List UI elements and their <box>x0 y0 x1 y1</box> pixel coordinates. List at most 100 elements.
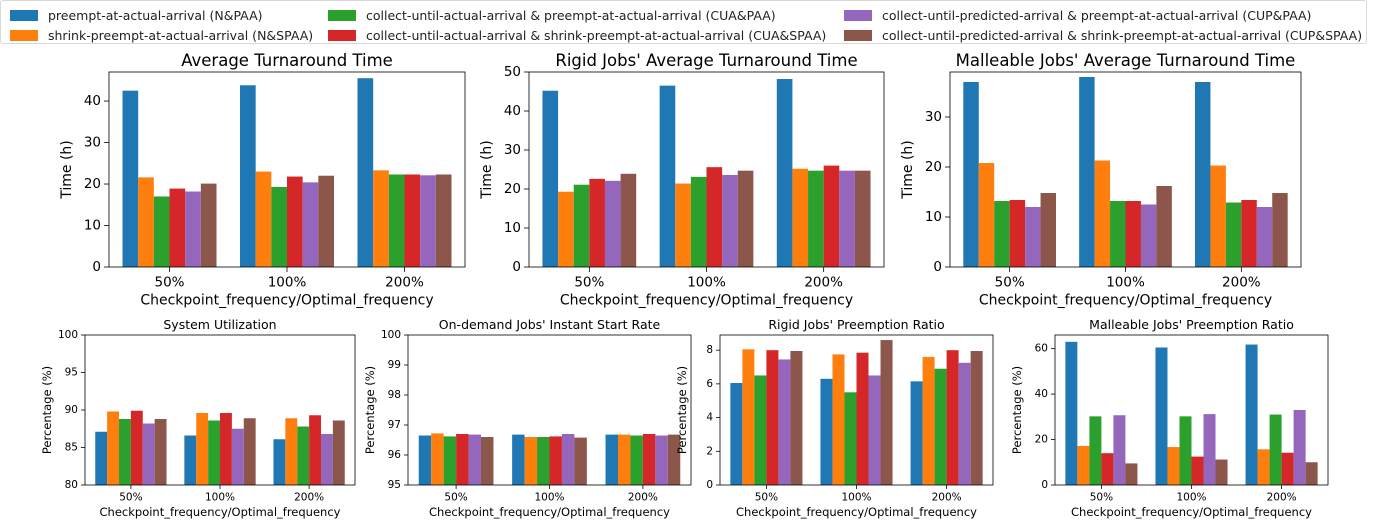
legend-swatch-0 <box>10 9 38 21</box>
bar-5-4-0 <box>778 359 791 485</box>
xtick-label-3-1: 100% <box>205 492 235 504</box>
xtick-label-1-0: 50% <box>574 275 604 291</box>
bar-2-4-0 <box>1025 207 1041 267</box>
xtick-label-6-0: 50% <box>1090 492 1113 504</box>
bar-1-3-2 <box>823 165 840 267</box>
bar-2-0-2 <box>1195 82 1211 267</box>
ytick-label-5-2: 4 <box>706 412 713 424</box>
x-axis-label-6: Checkpoint_frequency/Optimal_frequency <box>1071 505 1312 519</box>
bar-4-3-2 <box>642 434 656 485</box>
bar-1-4-2 <box>839 170 855 267</box>
legend-item-4: collect-until-predicted-arrival & preemp… <box>844 7 1311 23</box>
ytick-label-4-0: 95 <box>388 479 401 491</box>
bar-0-3-1 <box>287 176 303 267</box>
xtick-label-4-2: 200% <box>628 492 658 504</box>
xtick-label-0-0: 50% <box>155 275 185 291</box>
bar-3-5-2 <box>332 420 345 485</box>
chart-title-2: Malleable Jobs' Average Turnaround Time <box>956 51 1296 70</box>
bar-3-2-0 <box>119 419 131 485</box>
xtick-label-5-1: 100% <box>841 492 871 504</box>
ytick-label-0-3: 30 <box>84 135 101 151</box>
bar-3-4-1 <box>231 428 244 485</box>
ytick-label-5-0: 0 <box>706 479 713 491</box>
bar-3-2-2 <box>297 426 310 485</box>
bar-4-0-0 <box>418 435 432 485</box>
legend-swatch-2 <box>328 9 356 21</box>
bar-0-0-2 <box>357 78 374 267</box>
xtick-label-0-2: 200% <box>385 275 424 291</box>
bar-1-5-0 <box>620 173 637 267</box>
ytick-label-1-0: 0 <box>512 259 521 275</box>
bar-0-4-1 <box>302 182 319 267</box>
x-axis-label-1: Checkpoint_frequency/Optimal_frequency <box>560 293 853 309</box>
bar-3-2-1 <box>208 420 220 485</box>
bar-6-2-2 <box>1269 414 1282 485</box>
bar-5-2-0 <box>754 375 767 485</box>
ytick-label-1-2: 20 <box>504 181 521 197</box>
bar-1-5-1 <box>737 170 754 267</box>
ytick-label-5-3: 6 <box>706 378 713 390</box>
xtick-label-3-0: 50% <box>119 492 142 504</box>
legend-item-0: preempt-at-actual-arrival (N&PAA) <box>10 7 263 23</box>
ytick-label-1-1: 10 <box>504 220 521 236</box>
bar-0-1-2 <box>373 170 389 267</box>
bar-1-1-1 <box>675 183 691 267</box>
chart-2: 0 10 20 30 50% 100% 200% Malleable Jobs' Averag… <box>900 51 1302 309</box>
ytick-label-1-4: 40 <box>504 103 521 119</box>
legend-label-5: collect-until-predicted-arrival & shrink… <box>882 27 1363 43</box>
bar-3-5-1 <box>243 418 256 485</box>
bar-2-4-1 <box>1140 204 1157 267</box>
chart-0: 0 10 20 30 40 50% 100% 200% Average Turnaround T… <box>59 51 466 309</box>
bar-3-3-1 <box>220 413 232 485</box>
bar-6-4-0 <box>1113 415 1126 485</box>
bar-3-3-2 <box>309 415 321 485</box>
xtick-label-5-2: 200% <box>932 492 962 504</box>
y-axis-label-4: Percentage (%) <box>363 366 377 454</box>
bar-4-5-1 <box>574 437 587 485</box>
bar-0-2-2 <box>388 174 405 267</box>
legend-label-2: collect-until-actual-arrival & preempt-a… <box>366 7 776 23</box>
x-axis-label-2: Checkpoint_frequency/Optimal_frequency <box>979 293 1272 309</box>
x-axis-label-0: Checkpoint_frequency/Optimal_frequency <box>140 293 433 309</box>
chart-title-3: System Utilization <box>163 317 276 332</box>
bar-6-1-2 <box>1257 449 1270 485</box>
bar-5-1-0 <box>742 349 755 485</box>
y-axis-label-2: Time (h) <box>900 140 916 200</box>
bar-3-0-1 <box>184 435 197 485</box>
xtick-label-6-1: 100% <box>1176 492 1206 504</box>
legend: preempt-at-actual-arrival (N&PAA) shrink… <box>0 0 1367 44</box>
bar-4-0-1 <box>512 434 525 485</box>
bar-1-0-2 <box>776 79 793 268</box>
bar-6-0-1 <box>1155 347 1168 485</box>
bar-1-3-1 <box>706 167 723 267</box>
ytick-label-5-1: 2 <box>706 445 713 457</box>
xtick-label-4-0: 50% <box>444 492 467 504</box>
bar-5-3-2 <box>946 350 959 485</box>
bar-3-0-2 <box>273 439 286 485</box>
xtick-label-1-1: 100% <box>687 275 726 291</box>
bar-4-1-2 <box>617 434 631 485</box>
bar-0-5-1 <box>318 175 334 267</box>
legend-label-3: collect-until-actual-arrival & shrink-pr… <box>366 27 827 43</box>
bar-1-1-0 <box>558 191 574 267</box>
ytick-label-3-4: 100 <box>58 329 78 341</box>
bar-6-4-2 <box>1293 410 1306 485</box>
ytick-label-3-2: 90 <box>65 404 78 416</box>
bar-0-4-0 <box>185 191 201 267</box>
bar-1-4-0 <box>604 180 621 267</box>
legend-item-1: shrink-preempt-at-actual-arrival (N&SPAA… <box>10 27 313 43</box>
ytick-label-2-1: 10 <box>925 209 942 225</box>
bar-1-0-0 <box>542 90 559 267</box>
ytick-label-3-0: 80 <box>65 479 78 491</box>
bar-0-4-2 <box>420 175 436 267</box>
bar-3-1-2 <box>285 418 298 485</box>
bar-2-5-1 <box>1156 186 1172 267</box>
bar-1-2-2 <box>808 170 824 267</box>
x-axis-label-4: Checkpoint_frequency/Optimal_frequency <box>429 505 670 519</box>
bar-5-3-0 <box>766 350 779 485</box>
legend-swatch-4 <box>844 9 872 21</box>
xtick-label-4-1: 100% <box>534 492 564 504</box>
ytick-label-4-4: 99 <box>388 359 401 371</box>
ytick-label-0-0: 0 <box>92 259 101 275</box>
xtick-label-1-2: 200% <box>804 275 843 291</box>
